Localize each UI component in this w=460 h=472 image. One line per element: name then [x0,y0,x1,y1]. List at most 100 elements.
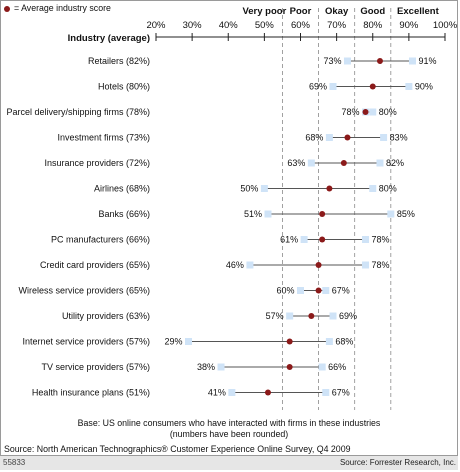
range-min-label: 73% [323,56,341,66]
range-min-label: 29% [164,337,182,347]
average-dot-legend-icon [4,6,10,12]
range-min-label: 46% [226,260,244,270]
chart-frame [0,0,458,456]
x-tick-label: 50% [255,20,275,31]
x-tick-label: 100% [433,20,458,31]
range-min-label: 69% [309,82,327,92]
range-min-label: 61% [280,235,298,245]
range-min-label: 60% [276,286,294,296]
range-min-marker [307,159,315,167]
range-min-marker [246,261,254,269]
range-max-marker [322,389,330,396]
range-max-marker [362,236,370,243]
industry-label: Retailers (82%) [88,56,150,66]
base-note-line: Base: US online consumers who have inter… [77,418,381,428]
average-dot [362,109,369,115]
range-min-marker [325,134,333,141]
axis-header-label: Industry (average) [68,33,150,44]
average-dot [319,211,326,217]
range-min-marker [343,57,351,65]
industry-label: PC manufacturers (66%) [51,235,150,245]
industry-label: Parcel delivery/shipping firms (78%) [6,107,150,117]
range-min-marker [297,287,304,294]
average-dot [326,185,333,192]
range-max-label: 85% [397,209,415,219]
dot-range-chart: Very poor Poor Okay Good Excellent Industry (… [6,6,458,410]
range-max-label: 78% [372,260,390,270]
average-dot [376,58,383,64]
x-tick-label: 70% [327,20,347,31]
base-note: Base: US online consumers who have inter… [0,418,458,440]
survey-source-note: Source: North American Technographics® C… [4,444,351,454]
range-max-label: 80% [379,107,397,117]
industry-label: Wireless service providers (65%) [18,286,150,296]
rating-label: Good [360,6,385,17]
industry-label: Banks (66%) [98,209,150,219]
average-dot [264,389,271,396]
range-max-label: 80% [379,184,397,194]
range-max-label: 82% [386,158,404,168]
range-max-label: 90% [415,82,433,92]
average-dot [344,134,351,141]
industry-label: Utility providers (63%) [62,311,150,321]
range-max-marker [408,57,416,65]
x-tick-label: 40% [219,20,239,31]
industry-label: Health insurance plans (51%) [32,388,150,398]
range-max-marker [322,287,330,294]
legend-label: = Average industry score [14,3,111,13]
range-min-marker [300,236,308,243]
range-min-marker [286,312,294,320]
rating-label: Very poor [242,6,286,17]
range-max-label: 83% [390,133,408,143]
range-min-label: 68% [305,133,323,143]
range-max-marker [405,83,413,90]
average-dot [286,338,293,345]
average-dot [340,160,347,166]
footer-source: Source: Forrester Research, Inc. [339,458,456,467]
range-max-marker [380,134,388,141]
range-min-label: 50% [240,184,258,194]
range-max-marker [325,338,333,345]
range-max-label: 91% [418,56,436,66]
average-dot [315,287,322,294]
x-tick-label: 60% [291,20,311,31]
range-max-label: 67% [332,388,350,398]
range-min-label: 38% [197,362,215,372]
average-dot [369,83,376,90]
range-min-marker [185,338,193,345]
range-max-marker [376,159,384,167]
rating-label: Poor [290,6,312,17]
range-max-marker [369,185,377,192]
rating-label: Excellent [397,6,440,17]
industry-label: Investment firms (73%) [57,133,150,143]
range-min-marker [329,83,337,90]
average-dot [308,313,315,319]
range-max-label: 66% [328,362,346,372]
footer-bar [0,456,458,470]
range-max-label: 69% [339,311,357,321]
range-min-label: 41% [208,388,226,398]
range-max-marker [369,108,377,116]
industry-label: Credit card providers (65%) [40,260,150,270]
average-dot [315,262,322,268]
industry-label: Airlines (68%) [94,184,150,194]
range-max-marker [329,312,337,320]
range-min-label: 63% [287,158,305,168]
range-max-label: 68% [335,337,353,347]
range-min-marker [264,210,272,218]
range-min-label: 78% [342,107,360,117]
range-max-marker [387,210,395,218]
rating-label: Okay [325,6,349,17]
range-max-marker [318,363,326,371]
range-max-label: 67% [332,286,350,296]
industry-label: Hotels (80%) [98,82,150,92]
figure-id: 55833 [3,458,26,467]
x-tick-label: 80% [363,20,383,31]
range-max-marker [362,261,370,269]
industry-label: TV service providers (57%) [41,362,150,372]
x-tick-label: 90% [399,20,419,31]
range-min-label: 51% [244,209,262,219]
industry-label: Internet service providers (57%) [22,337,150,347]
x-tick-label: 20% [146,20,166,31]
rounded-note-line: (numbers have been rounded) [169,429,289,439]
